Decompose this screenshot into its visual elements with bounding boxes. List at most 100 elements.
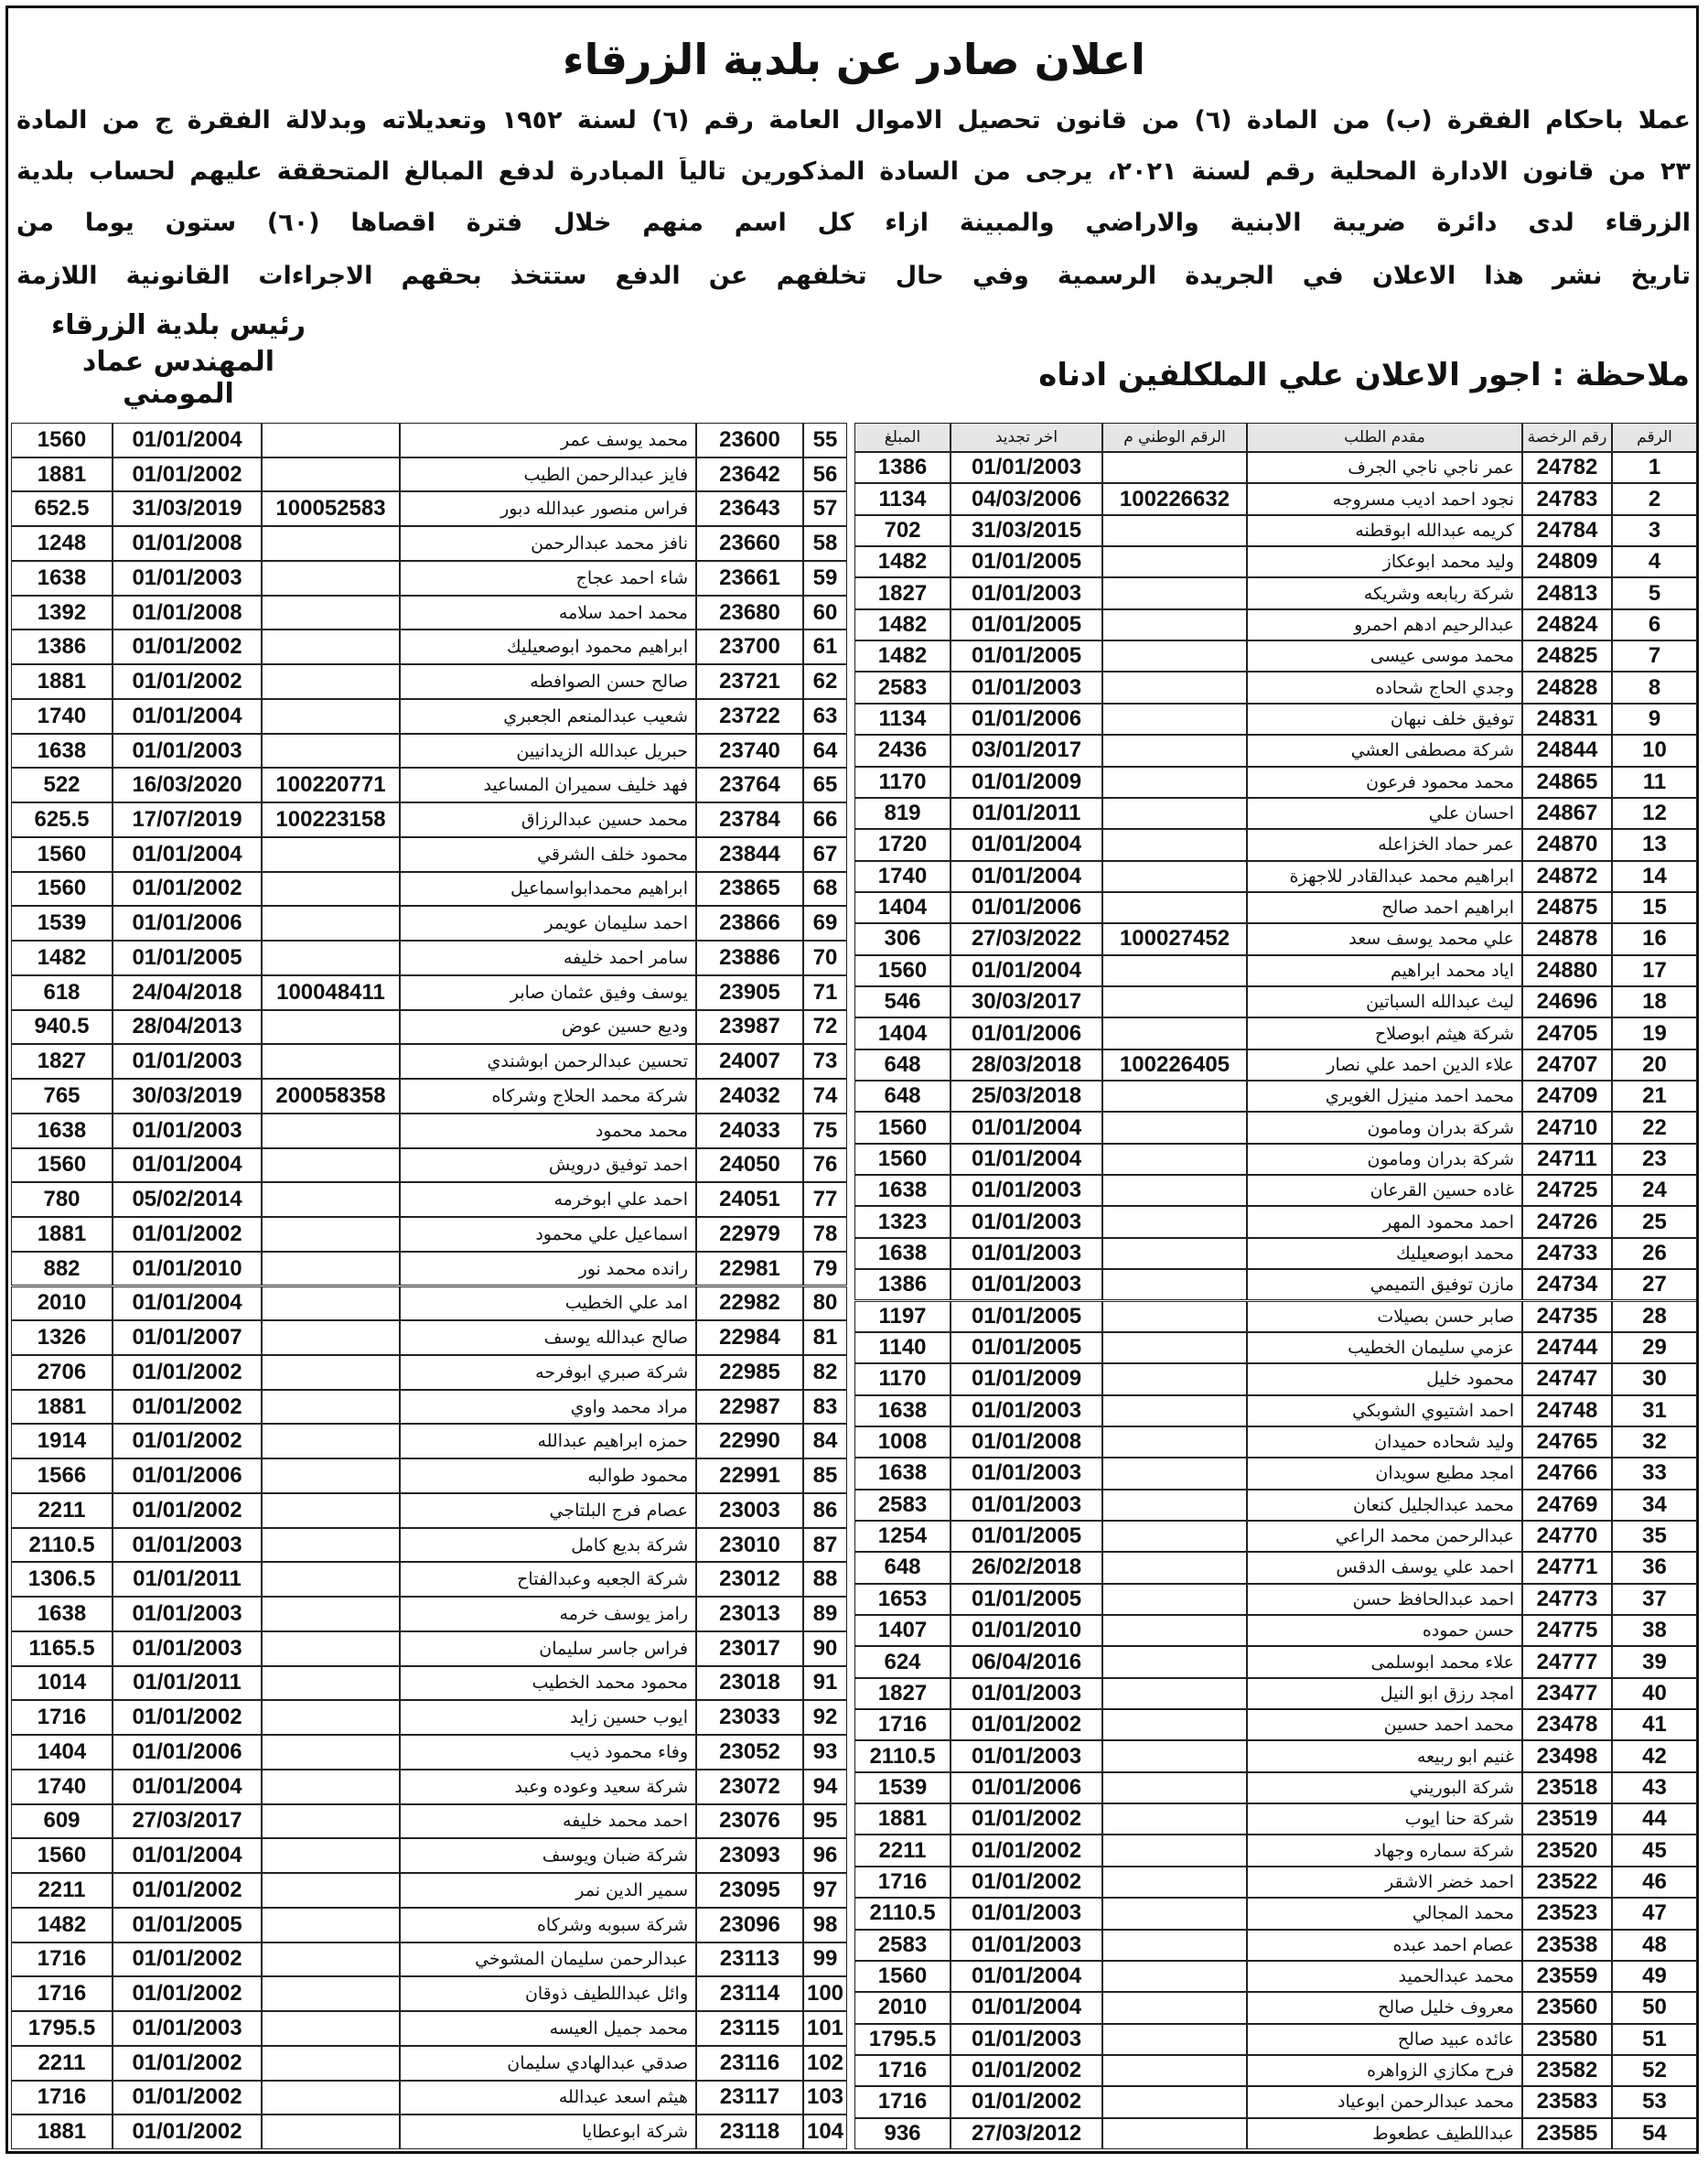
table-cell: 1827 [854, 1677, 951, 1710]
table-cell: 22981 [696, 1251, 803, 1286]
table-cell: 1560 [854, 1960, 951, 1993]
table-cell: 1881 [11, 664, 113, 699]
table-cell [262, 2115, 400, 2149]
table-cell: غاده حسين القرعان [1247, 1175, 1522, 1207]
table-cell: 2 [1612, 483, 1697, 515]
table-cell [1102, 2054, 1247, 2087]
table-cell: 23096 [696, 1907, 803, 1942]
table-cell: 01/01/2006 [951, 891, 1102, 924]
table-cell: 21 [1612, 1081, 1697, 1113]
table-cell: 01/01/2004 [951, 954, 1102, 986]
table-cell: امد علي الخطيب [400, 1286, 696, 1321]
table-cell: 24766 [1522, 1458, 1612, 1490]
table-cell: 23559 [1522, 1960, 1612, 1993]
table-cell: 01/01/2010 [951, 1615, 1102, 1647]
table-cell: 03/01/2017 [951, 735, 1102, 767]
table-cell: 1404 [11, 1735, 113, 1770]
table-cell: 2211 [854, 1835, 951, 1867]
table-cell: 61 [803, 630, 847, 665]
table-cell: شركة بدران ومامون [1247, 1143, 1522, 1176]
table-cell: 24032 [696, 1079, 803, 1114]
table-cell: 23113 [696, 1942, 803, 1977]
column-header: مقدم الطلب [1247, 423, 1522, 452]
table-cell: 2211 [11, 2045, 113, 2081]
table-cell: 24707 [1522, 1049, 1612, 1082]
table-cell: 22991 [696, 1458, 803, 1493]
table-cell: 01/01/2002 [113, 2115, 262, 2149]
table-cell [262, 1147, 400, 1183]
table-cell: 06/04/2016 [951, 1646, 1102, 1678]
table-cell: 52 [1612, 2054, 1697, 2087]
table-cell: 1482 [854, 608, 951, 641]
table-cell: 01/01/2003 [113, 1597, 262, 1631]
table-cell: 82 [803, 1354, 847, 1390]
table-cell: 43 [1612, 1771, 1697, 1804]
table-cell: 23660 [696, 526, 803, 561]
table-cell: 1740 [11, 698, 113, 734]
table-cell: 01/01/2010 [113, 1251, 262, 1286]
table-cell: اسماعيل علي محمود [400, 1217, 696, 1252]
table-cell: 55 [803, 423, 847, 457]
table-cell: 2010 [11, 1286, 113, 1321]
table-cell: 10 [1612, 735, 1697, 767]
table-cell: 01/01/2005 [951, 608, 1102, 641]
table-cell: صالح عبدالله يوسف [400, 1320, 696, 1355]
table-cell: 01/01/2005 [113, 1907, 262, 1942]
table-cell: 01/01/2006 [113, 1735, 262, 1770]
table-cell [1102, 1960, 1247, 1993]
table-cell: 23560 [1522, 1992, 1612, 2024]
table-cell [262, 1873, 400, 1908]
table-cell [262, 871, 400, 907]
table-cell: 2010 [854, 1992, 951, 2024]
table-cell: 79 [803, 1251, 847, 1286]
table-cell: شركة هيثم ابوصلاح [1247, 1017, 1522, 1049]
table-cell: 99 [803, 1942, 847, 1977]
table-cell: محمود طوالبه [400, 1458, 696, 1493]
table-cell: سامر احمد خليفه [400, 941, 696, 975]
table-cell: 22987 [696, 1389, 803, 1425]
table-cell: 23522 [1522, 1866, 1612, 1899]
table-cell: 97 [803, 1873, 847, 1908]
table-cell: 01/01/2002 [113, 1424, 262, 1459]
table-cell: رامز يوسف خرمه [400, 1597, 696, 1631]
table-cell: 81 [803, 1320, 847, 1355]
table-cell: 01/01/2002 [113, 1976, 262, 2012]
table-cell: 23538 [1522, 1929, 1612, 1961]
table-cell: 53 [1612, 2086, 1697, 2118]
table-cell: 23583 [1522, 2086, 1612, 2118]
table-cell [262, 1113, 400, 1148]
table-cell: 24831 [1522, 703, 1612, 736]
table-cell: 01/01/2006 [951, 703, 1102, 736]
table-cell: 23886 [696, 941, 803, 975]
table-cell: 648 [854, 1049, 951, 1082]
table-cell [1102, 546, 1247, 578]
table-cell: 01/01/2004 [113, 1147, 262, 1183]
table-cell: 01/01/2006 [951, 1017, 1102, 1049]
table-cell: 2436 [854, 735, 951, 767]
table-cell: 1720 [854, 829, 951, 861]
table-cell: ابراهيم محمدابواسماعيل [400, 871, 696, 907]
table-cell: 23722 [696, 698, 803, 734]
table-cell: 22 [1612, 1112, 1697, 1144]
table-cell: 01/01/2003 [951, 1929, 1102, 1961]
table-cell: 6 [1612, 608, 1697, 641]
body-line: تاريخ نشر هذا الاعلان في الجريدة الرسمية… [16, 262, 1691, 290]
table-cell [1102, 891, 1247, 924]
table-cell: وفاء محمود ذيب [400, 1735, 696, 1770]
table-cell: 63 [803, 698, 847, 734]
table-cell: 11 [1612, 766, 1697, 798]
table-cell: 58 [803, 526, 847, 561]
table-cell: احمد عبدالحافظ حسن [1247, 1583, 1522, 1615]
table-cell: 48 [1612, 1929, 1697, 1961]
table-cell: 23643 [696, 491, 803, 527]
table-cell: 31/03/2015 [951, 514, 1102, 547]
table-cell: 23865 [696, 871, 803, 907]
table-cell: 17 [1612, 954, 1697, 986]
table-cell: 2110.5 [854, 1740, 951, 1772]
table-cell: وائل عبداللطيف ذوقان [400, 1976, 696, 2012]
table-cell: 01/01/2011 [951, 797, 1102, 830]
table-cell: احمد اشتيوي الشوبكي [1247, 1394, 1522, 1426]
table-cell [1102, 1929, 1247, 1961]
table-cell: محمد موسى عيسى [1247, 640, 1522, 673]
table-cell: 1165.5 [11, 1630, 113, 1666]
